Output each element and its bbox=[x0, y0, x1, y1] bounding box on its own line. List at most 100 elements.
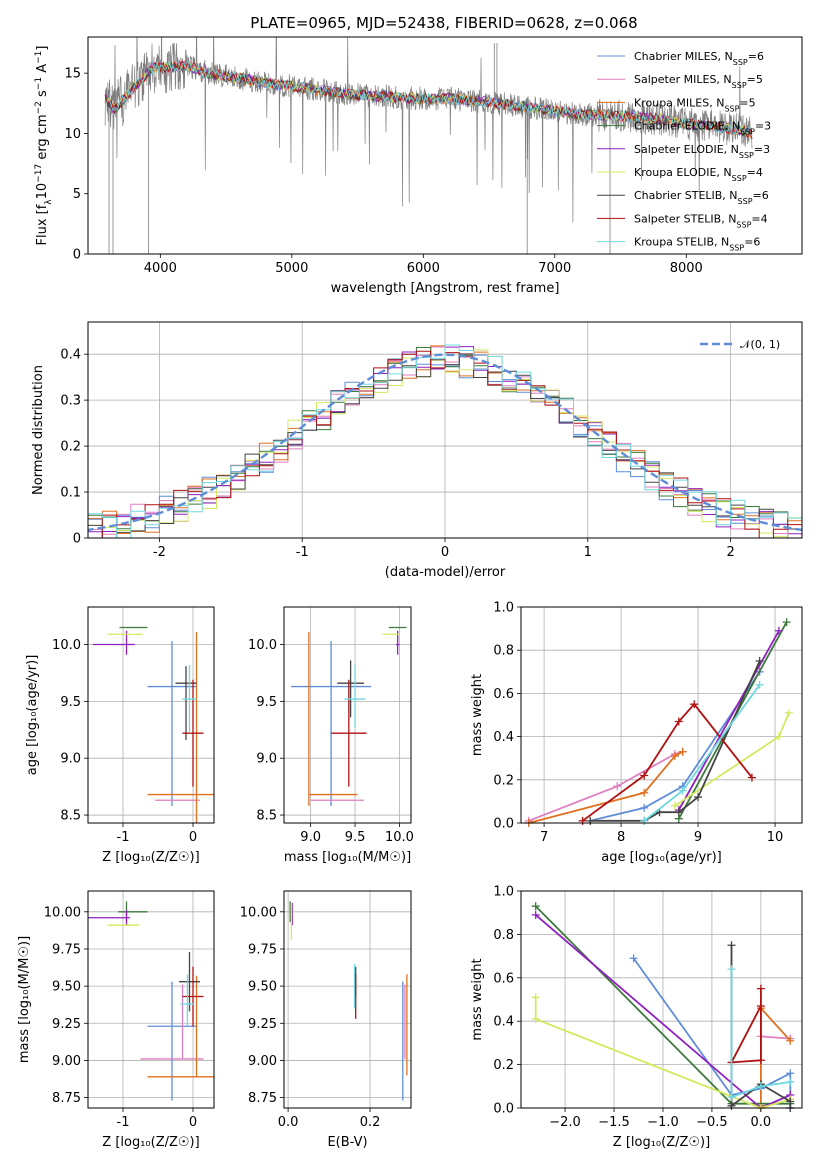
series-line bbox=[760, 1005, 791, 1106]
x-tick-label: 8000 bbox=[670, 261, 703, 276]
mass-weight-vs-age-panel: 7 8 9 10 0.0 0.2 0.4 0.6 0.8 1.0 age [log₁₀(age/yr… bbox=[470, 601, 803, 865]
series-marker bbox=[629, 954, 638, 963]
errorbar-chabrier-stelib bbox=[337, 660, 364, 718]
x-axis-label: age [log₁₀(age/yr)] bbox=[601, 850, 722, 865]
model-spectrum-kroupa-stelib bbox=[104, 60, 753, 135]
errorbar-chabrier-miles bbox=[147, 981, 197, 1101]
x-tick-label: 0.0 bbox=[751, 1115, 772, 1130]
series-line bbox=[760, 1035, 791, 1040]
y-tick-label: 10.00 bbox=[240, 905, 277, 920]
x-tick-label: 0 bbox=[189, 1115, 197, 1130]
x-tick-label: 0 bbox=[189, 830, 197, 845]
legend-sub: SSP bbox=[736, 220, 751, 229]
errorbar-salpeter-elodie bbox=[88, 910, 130, 926]
line-plot-area bbox=[524, 618, 793, 827]
legend-entry: Kroupa MILES, NSSP=5 bbox=[634, 96, 756, 113]
series-marker bbox=[640, 788, 649, 797]
x-tick-label: 7 bbox=[540, 830, 548, 845]
y-tick-label: 10 bbox=[64, 127, 81, 142]
y-tick-label: 9.00 bbox=[248, 1054, 277, 1069]
x-axis-label: (data-model)/error bbox=[385, 565, 506, 580]
series-marker bbox=[531, 902, 540, 911]
series-marker bbox=[756, 1056, 765, 1065]
series-salpeter-stelib bbox=[578, 700, 756, 825]
y-tick-label: 0 bbox=[73, 532, 81, 547]
series-marker bbox=[613, 782, 622, 791]
legend-name: Salpeter ELODIE, N bbox=[634, 143, 739, 156]
y-tick-label: 0 bbox=[73, 248, 81, 263]
series-line bbox=[534, 997, 791, 1109]
legend-entry: Salpeter STELIB, NSSP=4 bbox=[634, 212, 768, 229]
y-tick-label: 10.00 bbox=[44, 905, 81, 920]
series-marker bbox=[786, 1069, 795, 1078]
series-line bbox=[528, 750, 684, 824]
x-axis-label: Z [log₁₀(Z/Z☉)] bbox=[613, 1135, 710, 1150]
y-tick-label: 0.6 bbox=[493, 971, 514, 986]
y-tick-label: 0.2 bbox=[493, 773, 514, 788]
series-line bbox=[590, 671, 761, 822]
y-tick-label: 0.3 bbox=[60, 394, 81, 409]
y-tick-label: 0.0 bbox=[493, 817, 514, 832]
errorbar-kroupa-miles bbox=[308, 632, 358, 806]
series-marker bbox=[774, 626, 783, 635]
errorbar-chabrier-miles bbox=[147, 641, 197, 806]
errorbar-salpeter-stelib bbox=[182, 966, 204, 1027]
histogram-salpeter-stelib bbox=[88, 350, 802, 538]
series-marker bbox=[756, 984, 765, 993]
series-marker bbox=[756, 1082, 765, 1091]
y-tick-label: 1.0 bbox=[493, 885, 514, 900]
x-tick-label: 5000 bbox=[275, 261, 308, 276]
series-chabrier-stelib bbox=[586, 657, 764, 825]
x-tick-label: 0 bbox=[441, 545, 449, 560]
y-tick-label: 0.6 bbox=[493, 687, 514, 702]
x-tick-label: −2.0 bbox=[549, 1115, 581, 1130]
y-tick-label: 8.75 bbox=[248, 1091, 277, 1106]
y-tick-label: 9.50 bbox=[248, 980, 277, 995]
normal-distribution-curve bbox=[88, 353, 802, 532]
legend-name: Chabrier MILES, N bbox=[634, 50, 733, 63]
x-tick-label: -2 bbox=[153, 545, 166, 560]
series-line bbox=[643, 684, 761, 822]
errorbar-kroupa-stelib bbox=[344, 664, 366, 728]
y-tick-label: 9.5 bbox=[256, 695, 277, 710]
legend-name: Kroupa STELIB, N bbox=[634, 236, 729, 249]
series-marker bbox=[756, 1002, 765, 1011]
y-tick-label: 15 bbox=[64, 67, 81, 82]
y-tick-label: 9.25 bbox=[248, 1017, 277, 1032]
grid-lines bbox=[284, 607, 411, 823]
series-marker bbox=[531, 910, 540, 919]
series-marker bbox=[786, 1036, 795, 1045]
y-tick-label: 10.0 bbox=[248, 638, 277, 653]
errorbar-chabrier-miles bbox=[291, 641, 372, 806]
series-line bbox=[528, 750, 683, 822]
legend-suffix: =6 bbox=[753, 189, 769, 202]
y-tick-label: 0.2 bbox=[60, 440, 81, 455]
y-tick-label: 1.0 bbox=[493, 601, 514, 616]
legend-entry: 𝒩(0, 1) bbox=[740, 338, 780, 351]
x-tick-label: 9 bbox=[694, 830, 702, 845]
y-axis-label: mass weight bbox=[470, 674, 485, 756]
grid-lines bbox=[88, 607, 214, 823]
axes-frame bbox=[283, 890, 412, 1109]
grid-lines bbox=[521, 890, 802, 1109]
x-tick-label: 10.0 bbox=[385, 830, 414, 845]
x-axis-label: Z [log₁₀(Z/Z☉)] bbox=[102, 1135, 199, 1150]
legend-suffix: =4 bbox=[751, 212, 767, 225]
x-tick-label: 0.2 bbox=[360, 1115, 381, 1130]
errorbar-chabrier-elodie bbox=[118, 901, 148, 923]
errorbar-plot-area bbox=[92, 626, 214, 823]
legend-entry: Kroupa STELIB, NSSP=6 bbox=[634, 236, 760, 253]
axes-frame bbox=[520, 890, 803, 1109]
spectrum-panel: 4000 5000 6000 7000 8000 0 5 10 15 wavelength [An… bbox=[34, 36, 803, 296]
series-marker bbox=[690, 700, 699, 709]
y-tick-label: 9.75 bbox=[248, 942, 277, 957]
series-marker bbox=[674, 717, 683, 726]
y-tick-label: 9.00 bbox=[52, 1054, 81, 1069]
legend-entry: Chabrier STELIB, NSSP=6 bbox=[634, 189, 769, 206]
legend-suffix: =3 bbox=[754, 143, 770, 156]
errorbar-kroupa-miles bbox=[147, 975, 214, 1078]
series-kroupa-stelib bbox=[640, 680, 764, 825]
series-line bbox=[674, 712, 790, 807]
